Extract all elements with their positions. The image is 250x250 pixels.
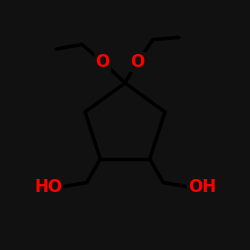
- Text: OH: OH: [188, 178, 216, 196]
- Text: O: O: [96, 53, 110, 71]
- Text: O: O: [130, 53, 144, 71]
- Text: HO: HO: [34, 178, 62, 196]
